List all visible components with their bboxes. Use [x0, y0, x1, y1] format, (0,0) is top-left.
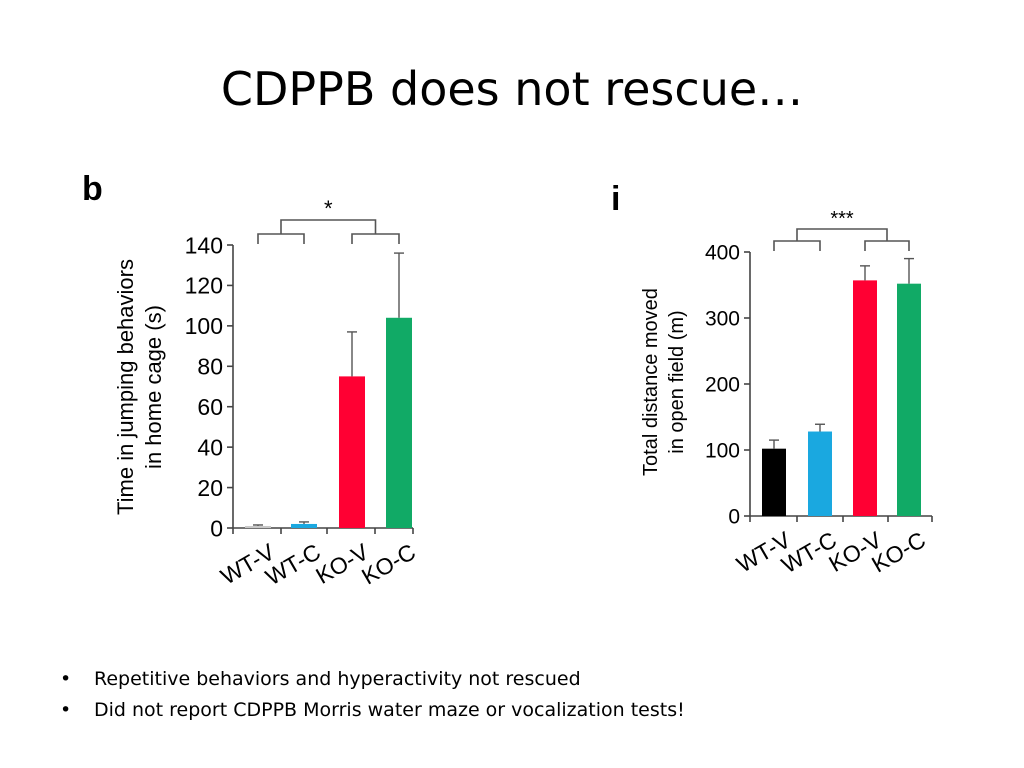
bullet-text: Did not report CDPPB Morris water maze o…: [94, 699, 685, 721]
bar-ko-v: [339, 376, 365, 528]
y-tick-label: 120: [185, 273, 223, 299]
significance-marker: ***: [830, 208, 854, 230]
y-tick-label: 0: [728, 506, 740, 529]
significance-bracket: [773, 240, 821, 251]
slide-title: CDPPB does not rescue…: [220, 62, 804, 116]
bullet-item: • Did not report CDPPB Morris water maze…: [60, 695, 685, 726]
bullet-text: Repetitive behaviors and hyperactivity n…: [94, 668, 581, 690]
panel-label-b: b: [82, 170, 103, 208]
bullet-item: • Repetitive behaviors and hyperactivity…: [60, 664, 685, 695]
y-tick-label: 100: [185, 313, 223, 339]
y-tick-label: 200: [705, 374, 740, 397]
y-tick-label: 0: [210, 515, 223, 541]
y-axis-label: Total distance moved: [640, 288, 662, 476]
y-tick-label: 80: [197, 354, 223, 380]
significance-bracket-top: [280, 219, 377, 234]
y-tick-label: 140: [185, 232, 223, 258]
bullet-dot: •: [60, 699, 72, 721]
y-axis-label: Time in jumping behaviors: [113, 259, 138, 515]
y-tick-label: 60: [197, 394, 223, 420]
bar-ko-c: [386, 317, 412, 528]
bar-wt-v: [762, 448, 786, 516]
significance-bracket: [864, 240, 910, 251]
y-tick-label: 400: [705, 242, 740, 265]
bullet-dot: •: [60, 668, 72, 690]
y-tick-label: 20: [197, 475, 223, 501]
bar-wt-c: [808, 431, 832, 516]
bar-ko-c: [897, 283, 921, 516]
bar-wt-c: [291, 523, 317, 528]
y-axis-label: in open field (m): [666, 310, 688, 453]
y-tick-label: 40: [197, 434, 223, 460]
panel-label-i: i: [611, 180, 621, 218]
bar-wt-v: [245, 525, 271, 528]
y-axis-label: in home cage (s): [141, 305, 166, 469]
bar-ko-v: [853, 280, 877, 516]
bullet-list: • Repetitive behaviors and hyperactivity…: [60, 664, 685, 726]
y-tick-label: 300: [705, 308, 740, 331]
significance-marker: *: [324, 196, 333, 221]
y-tick-label: 100: [705, 440, 740, 463]
significance-bracket-top: [796, 228, 888, 241]
